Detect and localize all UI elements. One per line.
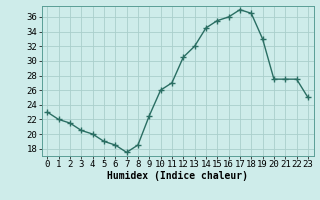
X-axis label: Humidex (Indice chaleur): Humidex (Indice chaleur) <box>107 171 248 181</box>
